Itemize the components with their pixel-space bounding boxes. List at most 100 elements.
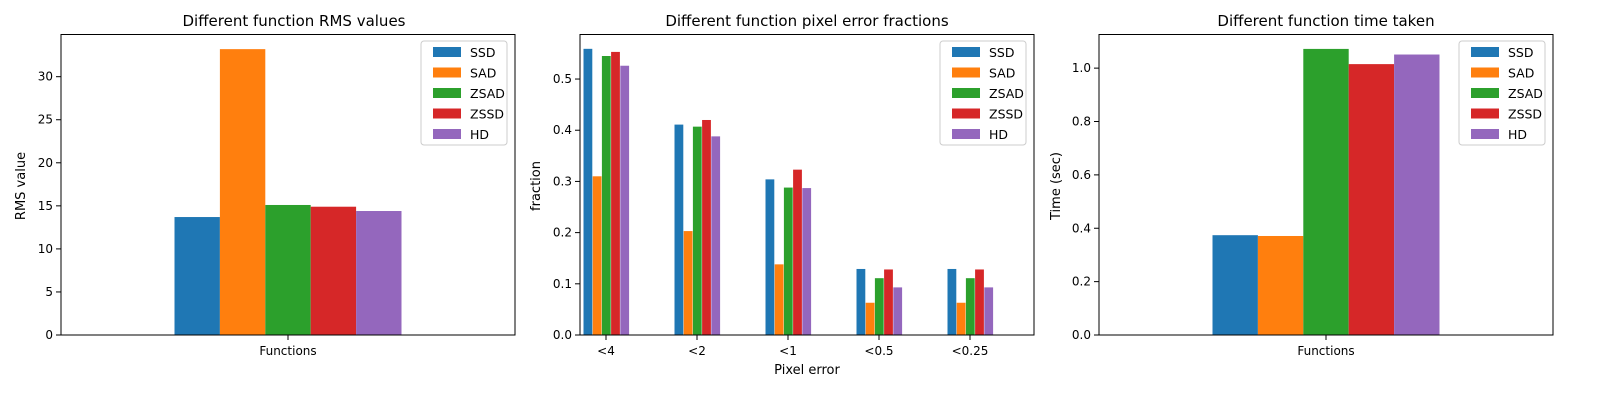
legend-items: SSD SAD ZSAD ZSSD HD bbox=[952, 45, 1024, 142]
bar-sad bbox=[219, 49, 266, 335]
bar-zsad bbox=[874, 278, 884, 335]
bar-hd bbox=[1394, 54, 1440, 336]
x-tick-label: <4 bbox=[597, 344, 615, 358]
legend-label-ssd: SSD bbox=[470, 45, 496, 60]
legend-box bbox=[420, 40, 508, 146]
legend-swatch-zsad bbox=[952, 88, 980, 98]
legend-label-sad: SAD bbox=[470, 66, 496, 81]
bar-ssd bbox=[947, 268, 957, 335]
bars-group bbox=[583, 48, 994, 336]
x-ticks-group: <4 <2 <1 <0.5 <0.25 bbox=[597, 335, 988, 358]
y-tick-label: 0.1 bbox=[553, 277, 572, 291]
x-tick-label: <0.5 bbox=[864, 344, 893, 358]
y-tick-label: 0.4 bbox=[553, 123, 572, 137]
legend: SSD SAD ZSAD ZSSD HD bbox=[939, 40, 1027, 146]
legend-label-zssd: ZSSD bbox=[1508, 107, 1542, 122]
x-tick-label: Functions bbox=[259, 344, 316, 358]
legend-swatch-zssd bbox=[1471, 108, 1499, 119]
legend: SSD SAD ZSAD ZSSD HD bbox=[420, 40, 508, 146]
x-tick-label: <1 bbox=[779, 344, 797, 358]
bar-zsad bbox=[692, 126, 702, 336]
bar-zssd bbox=[1348, 64, 1395, 336]
legend-swatch-ssd bbox=[1471, 47, 1499, 57]
legend-label-ssd: SSD bbox=[1508, 45, 1534, 60]
bar-sad bbox=[683, 231, 693, 335]
bar-sad bbox=[956, 302, 966, 335]
x-tick-label: Functions bbox=[1297, 344, 1354, 358]
bar-sad bbox=[774, 264, 784, 335]
y-ticks-group: 0.0 0.1 0.2 0.3 0.4 0.5 bbox=[553, 72, 580, 342]
legend-label-ssd: SSD bbox=[989, 45, 1015, 60]
legend-label-zssd: ZSSD bbox=[989, 107, 1023, 122]
bar-zssd bbox=[611, 51, 620, 335]
bar-hd bbox=[620, 65, 630, 335]
chart-time: Different function time taken Time (sec)… bbox=[1049, 12, 1554, 358]
y-tick-label: 0.2 bbox=[553, 226, 572, 240]
y-tick-label: 0.4 bbox=[1072, 221, 1091, 235]
bar-zsad bbox=[601, 56, 611, 335]
legend: SSD SAD ZSAD ZSSD HD bbox=[1458, 40, 1546, 146]
bar-hd bbox=[711, 136, 721, 335]
legend-swatch-sad bbox=[1471, 67, 1499, 78]
bar-zsad bbox=[1303, 48, 1349, 335]
legend-label-sad: SAD bbox=[1508, 66, 1534, 81]
y-tick-label: 5 bbox=[45, 285, 53, 299]
bar-zssd bbox=[884, 269, 893, 335]
bar-ssd bbox=[1212, 235, 1258, 335]
chart-title: Different function pixel error fractions bbox=[665, 12, 949, 30]
y-ticks-group: 0 5 10 15 20 25 30 bbox=[38, 70, 61, 342]
legend-swatch-zssd bbox=[952, 108, 980, 119]
legend-swatch-sad bbox=[433, 67, 461, 78]
bar-zssd bbox=[975, 269, 984, 335]
legend-label-zsad: ZSAD bbox=[1508, 86, 1543, 101]
bar-zsad bbox=[965, 278, 975, 335]
bar-ssd bbox=[765, 179, 775, 335]
bar-hd bbox=[893, 287, 903, 335]
legend-box bbox=[939, 40, 1027, 146]
legend-swatch-zsad bbox=[1471, 88, 1499, 98]
legend-swatch-ssd bbox=[433, 47, 461, 57]
chart-title: Different function RMS values bbox=[183, 12, 406, 30]
bars-group bbox=[174, 49, 402, 335]
y-tick-label: 10 bbox=[38, 242, 53, 256]
bar-zssd bbox=[310, 206, 357, 335]
legend-label-zsad: ZSAD bbox=[989, 86, 1024, 101]
y-tick-label: 1.0 bbox=[1072, 61, 1091, 75]
chart-title: Different function time taken bbox=[1217, 12, 1434, 30]
legend-swatch-hd bbox=[1471, 129, 1499, 139]
legend-label-sad: SAD bbox=[989, 66, 1015, 81]
legend-swatch-zssd bbox=[433, 108, 461, 119]
bar-zssd bbox=[793, 169, 802, 335]
legend-items: SSD SAD ZSAD ZSSD HD bbox=[1471, 45, 1543, 142]
bar-ssd bbox=[674, 124, 684, 335]
axes-frame bbox=[579, 34, 1035, 336]
axes-frame bbox=[60, 34, 516, 336]
bar-sad bbox=[592, 176, 602, 335]
y-tick-label: 0.2 bbox=[1072, 275, 1091, 289]
bar-sad bbox=[865, 302, 875, 335]
bar-ssd bbox=[856, 268, 866, 335]
bar-zsad bbox=[265, 204, 311, 335]
legend-label-hd: HD bbox=[1508, 127, 1527, 142]
y-tick-label: 0.0 bbox=[553, 328, 572, 342]
y-tick-label: 25 bbox=[38, 113, 53, 127]
legend-label-zsad: ZSAD bbox=[470, 86, 505, 101]
legend-swatch-zsad bbox=[433, 88, 461, 98]
bar-zsad bbox=[783, 187, 793, 335]
chart-rms: Different function RMS values RMS value … bbox=[14, 12, 516, 358]
legend-swatch-hd bbox=[433, 129, 461, 139]
bar-zssd bbox=[702, 119, 711, 336]
y-tick-label: 0.6 bbox=[1072, 168, 1091, 182]
y-tick-label: 30 bbox=[38, 70, 53, 84]
legend-swatch-hd bbox=[952, 129, 980, 139]
y-ticks-group: 0.0 0.2 0.4 0.6 0.8 1.0 bbox=[1072, 61, 1099, 342]
x-tick-label: <0.25 bbox=[952, 344, 989, 358]
x-tick-label: <2 bbox=[688, 344, 706, 358]
legend-box bbox=[1458, 40, 1546, 146]
x-axis-label: Pixel error bbox=[774, 363, 840, 378]
y-tick-label: 0 bbox=[45, 328, 53, 342]
bar-hd bbox=[802, 188, 812, 335]
legend-label-hd: HD bbox=[989, 127, 1008, 142]
legend-items: SSD SAD ZSAD ZSSD HD bbox=[433, 45, 505, 142]
